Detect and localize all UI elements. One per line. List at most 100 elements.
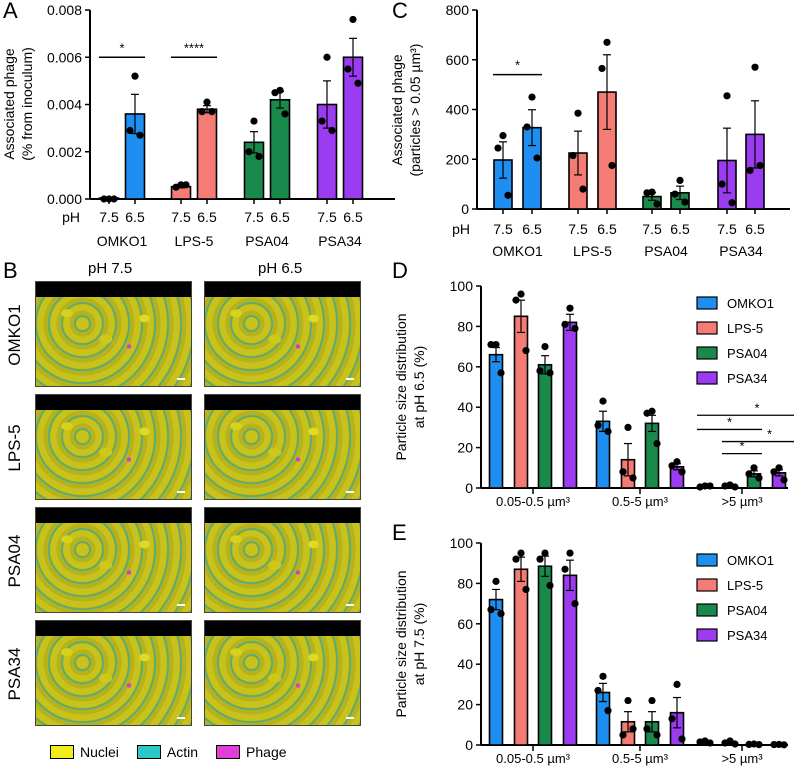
y-tick-label: 20	[457, 697, 473, 713]
y-tick-label: 0	[461, 201, 469, 217]
legend-swatch	[696, 346, 718, 360]
data-point	[271, 89, 279, 97]
data-point	[750, 464, 758, 472]
bar	[562, 321, 578, 489]
data-point	[599, 672, 607, 680]
nuclei-swatch	[50, 745, 74, 759]
data-point	[643, 725, 651, 733]
y-tick-label: 60	[457, 616, 473, 632]
significance-label: *	[119, 40, 124, 55]
data-point	[721, 739, 729, 747]
y-tick-label: 0	[465, 737, 473, 753]
y-axis-label: Associated phage	[389, 54, 405, 166]
bar	[537, 565, 553, 746]
legend-label: Nuclei	[80, 744, 119, 760]
data-point	[281, 110, 289, 118]
data-point	[676, 176, 684, 184]
ph-tick-label: 6.5	[745, 221, 765, 237]
data-point	[487, 606, 495, 614]
ph-tick-label: 7.5	[568, 221, 588, 237]
micrograph-psa34-ph75	[35, 620, 192, 726]
y-tick-label: 20	[457, 440, 473, 456]
data-point	[598, 64, 606, 73]
data-point	[629, 725, 637, 733]
ph-tick-label: 6.5	[197, 209, 217, 225]
data-point	[671, 190, 679, 198]
data-point	[770, 740, 778, 749]
data-point	[533, 154, 541, 162]
data-point	[706, 739, 714, 747]
micrograph-lps5-ph65	[204, 394, 361, 500]
significance-label: *	[739, 439, 744, 454]
legend-label: PSA04	[727, 603, 767, 618]
data-point	[131, 72, 139, 80]
y-tick-label: 0.002	[47, 144, 82, 160]
data-point	[624, 423, 632, 431]
panel-letter-b: B	[3, 258, 18, 283]
y-tick-label: 0.008	[47, 2, 82, 18]
data-point	[528, 93, 536, 101]
data-point	[624, 696, 632, 705]
y-axis-label: Particle size distribution	[393, 313, 409, 460]
ph-tick-label: 7.5	[244, 209, 264, 225]
y-tick-label: 40	[457, 399, 473, 415]
data-point	[245, 148, 253, 156]
data-point	[136, 131, 144, 139]
col-header-ph65: pH 6.5	[258, 260, 303, 277]
significance-label: *	[727, 414, 732, 429]
data-point	[536, 367, 544, 375]
data-point	[541, 343, 549, 351]
data-point	[603, 38, 611, 46]
legend-item-phage: Phage	[216, 744, 287, 760]
significance-label: *	[767, 427, 772, 442]
data-point	[770, 468, 778, 476]
data-point	[746, 166, 754, 175]
y-tick-label: 200	[446, 151, 470, 167]
data-point	[494, 144, 502, 152]
ph-tick-label: 7.5	[317, 209, 337, 225]
data-point	[594, 686, 602, 695]
data-point	[512, 555, 520, 563]
data-point	[354, 79, 362, 87]
y-tick-label: 400	[446, 102, 470, 118]
data-point	[673, 680, 681, 689]
data-point	[344, 65, 352, 73]
panel-letter-e: E	[392, 520, 407, 545]
data-point	[619, 731, 627, 739]
data-point	[731, 483, 739, 491]
data-point	[653, 731, 661, 739]
legend-label: LPS-5	[727, 578, 763, 593]
group-label: PSA04	[245, 233, 289, 249]
micrograph-lps5-ph75	[35, 394, 192, 500]
y-axis-label: at pH 6.5 (%)	[411, 346, 427, 428]
data-point	[497, 610, 505, 618]
actin-swatch	[136, 745, 161, 759]
data-point	[755, 740, 763, 749]
y-tick-label: 60	[457, 359, 473, 375]
micrograph-psa04-ph75	[35, 507, 192, 613]
data-point	[323, 53, 331, 61]
legend-swatch	[696, 578, 718, 592]
legend-swatch	[696, 371, 718, 385]
data-point	[517, 549, 525, 557]
data-point	[561, 320, 569, 328]
data-point	[318, 117, 326, 125]
bar	[537, 363, 553, 489]
micrograph-legend: Nuclei Actin Phage	[50, 744, 287, 760]
panel-letter-a: A	[3, 0, 18, 23]
data-point	[100, 195, 108, 203]
data-point	[546, 369, 554, 377]
data-point	[492, 577, 500, 585]
data-point	[731, 740, 739, 748]
bar	[644, 422, 660, 489]
significance-label: *	[754, 400, 759, 415]
data-point	[328, 126, 336, 135]
legend-label: OMKO1	[727, 296, 774, 311]
data-point	[523, 123, 531, 131]
y-tick-label: 0.006	[47, 49, 82, 65]
col-header-ph75: pH 7.5	[88, 260, 133, 277]
y-tick-label: 800	[446, 2, 470, 18]
ph-tick-label: 7.5	[99, 209, 119, 225]
data-point	[755, 474, 763, 482]
